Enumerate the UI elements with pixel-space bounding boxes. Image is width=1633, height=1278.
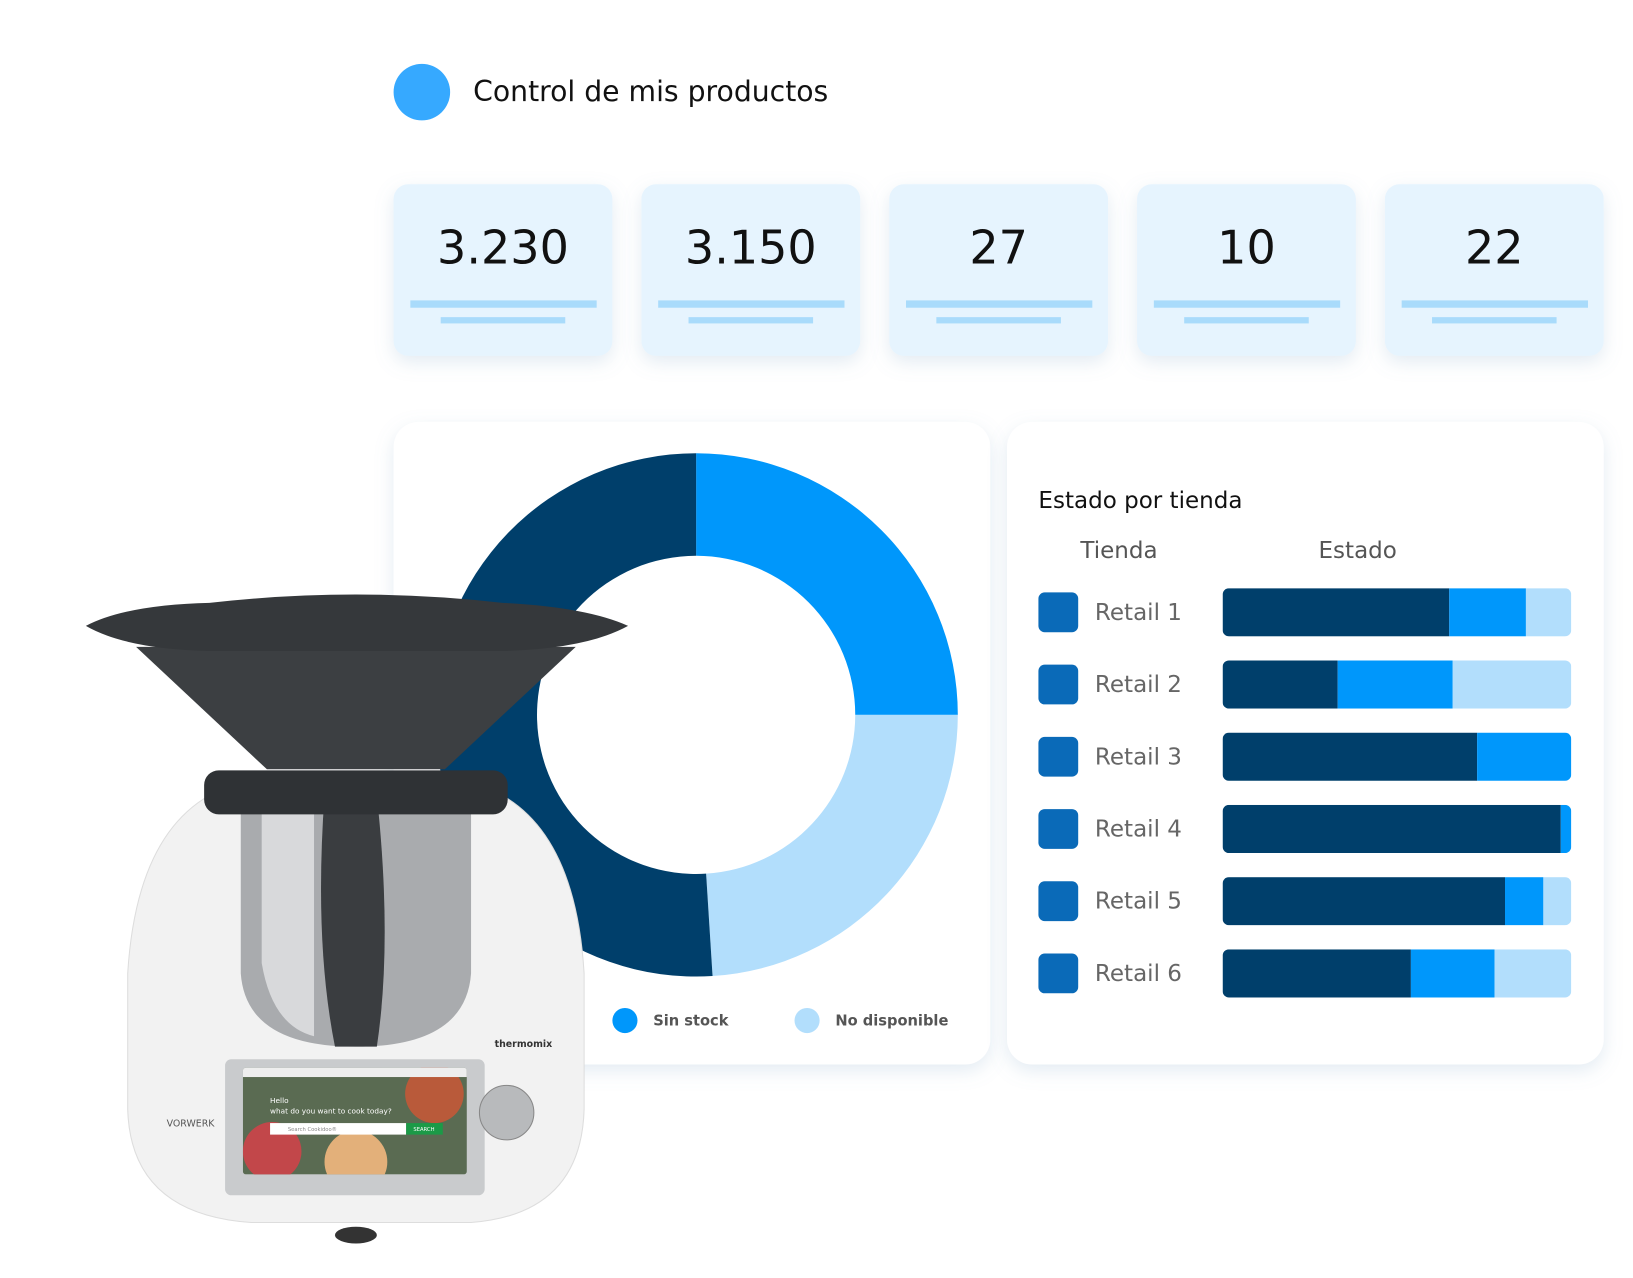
thermomix-device: Hello what do you want to cook today? Se… [85, 594, 629, 1244]
legend-label: No disponible [835, 1013, 948, 1030]
legend-dot [794, 1007, 820, 1034]
kpi-line [936, 317, 1061, 324]
donut-segment [696, 453, 958, 715]
store-label: Retail 2 [1095, 672, 1182, 698]
kpi-value: 22 [1465, 221, 1524, 275]
varoma-lid [85, 594, 629, 652]
device-foot [334, 1226, 377, 1244]
status-segment [1222, 732, 1478, 781]
title-dot [393, 63, 451, 121]
kpi-card [1137, 184, 1356, 356]
status-segment [1337, 660, 1453, 709]
kpi-line [1153, 300, 1341, 308]
screen: Hello what do you want to cook today? Se… [242, 1067, 467, 1175]
search-placeholder: Search Cookidoo® [288, 1126, 337, 1133]
kpi-line [658, 300, 845, 308]
status-segment [1525, 588, 1572, 637]
device-knob [478, 1084, 535, 1141]
search-button [406, 1123, 443, 1135]
kpi-line [1432, 317, 1557, 324]
store-icon [1038, 592, 1079, 633]
status-segment [1560, 804, 1572, 854]
store-icon [1038, 881, 1079, 922]
kpi-line [906, 300, 1093, 308]
bowl-rim [204, 770, 508, 815]
legend-dot [612, 1007, 638, 1034]
kpi-line [410, 300, 597, 308]
status-segment [1449, 588, 1526, 637]
column-header: Tienda [1079, 538, 1157, 564]
bowl-handle [321, 795, 385, 1047]
kpi-row: 3.230 3.150 27 10 22 [393, 184, 1604, 356]
status-title: Estado por tienda [1038, 488, 1242, 514]
device-brand: thermomix [495, 1039, 553, 1050]
kpi-line [1401, 300, 1588, 308]
column-header: Estado [1319, 538, 1397, 564]
status-segment [1494, 949, 1572, 998]
status-segment [1452, 660, 1572, 709]
store-label: Retail 1 [1095, 600, 1182, 626]
store-label: Retail 4 [1095, 817, 1182, 843]
status-segment [1222, 804, 1561, 854]
screen-food [242, 1122, 302, 1175]
kpi-value: 3.230 [437, 221, 569, 275]
page-title: Control de mis productos [473, 75, 828, 108]
status-segment [1222, 877, 1506, 926]
status-segment [1543, 877, 1572, 926]
screen-food [324, 1130, 388, 1175]
search-button-label: SEARCH [413, 1127, 434, 1133]
donut-segment [706, 714, 958, 977]
store-label: Retail 3 [1095, 744, 1182, 770]
kpi-card [889, 184, 1109, 356]
search-box [270, 1123, 407, 1135]
store-icon [1038, 736, 1079, 777]
kpi-line [688, 317, 814, 324]
store-icon [1038, 809, 1079, 849]
kpi-line [1184, 317, 1309, 324]
store-icon [1038, 953, 1079, 994]
kpi-line [440, 317, 566, 324]
varoma-bowl [136, 646, 576, 770]
store-label: Retail 6 [1095, 961, 1182, 987]
kpi-card [1384, 184, 1604, 356]
status-segment [1477, 732, 1572, 781]
status-chart: Estado por tienda Tienda Estado Retail 1… [1038, 488, 1572, 998]
kpi-card [393, 184, 613, 356]
status-segment [1222, 660, 1338, 709]
kpi-card [641, 184, 861, 356]
screen-greeting: Hello [270, 1096, 289, 1105]
status-segment [1222, 949, 1411, 998]
status-segment [1410, 949, 1495, 998]
legend-label: Sin stock [653, 1013, 730, 1030]
store-icon [1038, 664, 1079, 705]
kpi-value: 27 [969, 221, 1028, 275]
kpi-value: 10 [1217, 221, 1276, 275]
kpi-value: 3.150 [685, 221, 817, 275]
status-segment [1222, 588, 1450, 637]
bowl-shine [261, 805, 315, 1037]
screen-food [405, 1067, 464, 1124]
device-maker: VORWERK [167, 1119, 216, 1130]
status-segment [1505, 877, 1544, 926]
screen-prompt: what do you want to cook today? [270, 1107, 392, 1116]
store-label: Retail 5 [1095, 889, 1182, 915]
screen-bar [242, 1067, 467, 1078]
